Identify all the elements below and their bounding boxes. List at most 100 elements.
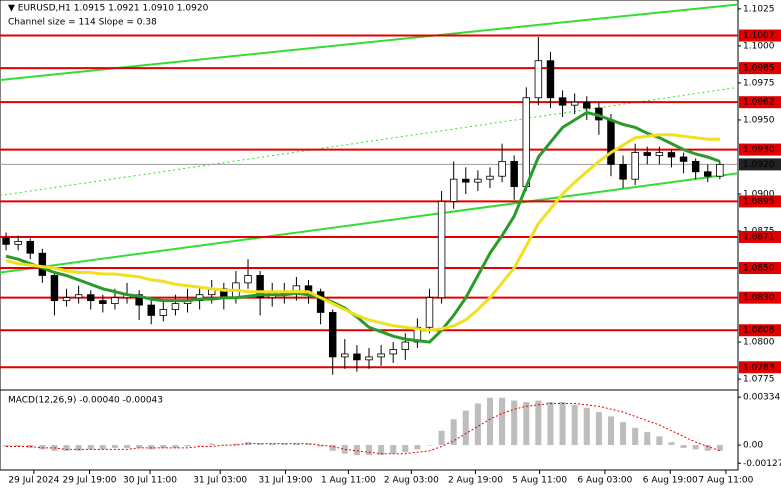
chart-subtitle: Channel size = 114 Slope = 0.38 — [8, 18, 157, 28]
candle-body — [99, 300, 107, 304]
level-label: 1.0962 — [743, 98, 775, 108]
x-tick-label: 6 Aug 03:00 — [577, 476, 632, 486]
macd-bar — [208, 443, 215, 446]
candle-body — [607, 119, 615, 165]
candle-body — [425, 297, 434, 328]
candle-body — [546, 60, 555, 99]
current-price-box — [739, 158, 781, 171]
candle-body — [716, 163, 724, 177]
macd-bar — [111, 445, 118, 448]
x-tick-label: 1 Aug 11:00 — [321, 476, 376, 486]
candle-body — [50, 275, 59, 302]
current-price-label: 1.0920 — [743, 160, 775, 170]
level-label: 1.0871 — [743, 232, 775, 242]
level-label-box — [739, 291, 781, 304]
macd-bar — [656, 436, 663, 446]
macd-bar — [499, 397, 506, 446]
macd-bar — [692, 445, 699, 450]
macd-bar — [547, 402, 554, 446]
candle-body — [704, 171, 712, 177]
x-tick-label: 6 Aug 19:00 — [643, 476, 698, 486]
candle-body — [14, 240, 22, 245]
level-label: 1.0808 — [743, 326, 775, 336]
candle-body — [583, 101, 591, 109]
candle-body — [87, 294, 95, 302]
level-label: 1.0850 — [743, 264, 775, 274]
candle-body — [643, 152, 651, 156]
macd-bar — [353, 445, 360, 456]
candle-body — [316, 291, 325, 313]
macd-bar — [232, 443, 239, 446]
candle-body — [679, 156, 688, 162]
macd-bar — [196, 445, 203, 446]
macd-bar — [390, 445, 397, 454]
macd-bar — [620, 422, 627, 446]
level-label: 1.0985 — [743, 64, 775, 74]
macd-bar — [523, 402, 530, 446]
macd-bar — [474, 403, 481, 446]
level-label: 1.0930 — [743, 145, 775, 155]
macd-bar — [607, 416, 614, 446]
candle-body — [2, 238, 10, 245]
candle-body — [328, 312, 337, 358]
candle-body — [62, 297, 71, 302]
candle-body — [159, 309, 168, 316]
x-tick-label: 2 Aug 03:00 — [384, 476, 439, 486]
candle-body — [462, 178, 470, 183]
macd-bar — [438, 430, 445, 446]
level-label-box — [739, 195, 781, 208]
macd-bar — [378, 445, 385, 456]
candle-body — [26, 240, 34, 254]
level-label-box — [739, 143, 781, 156]
y-tick-label: 1.0800 — [743, 338, 775, 348]
level-label-box — [739, 230, 781, 243]
macd-bar — [668, 442, 675, 446]
x-tick-label: 29 Jul 19:00 — [63, 476, 117, 486]
level-label-box — [739, 29, 781, 42]
candle-body — [74, 294, 83, 299]
macd-bar — [571, 404, 578, 446]
macd-tick-label: 0.00334 — [743, 393, 780, 403]
macd-tick-label: 0.00 — [743, 441, 763, 451]
plot-frame — [0, 0, 739, 471]
candle-body — [655, 152, 664, 156]
macd-bar — [402, 445, 409, 453]
candle-body — [147, 304, 155, 316]
candle-body — [389, 349, 397, 355]
macd-bar — [293, 443, 300, 446]
x-tick-label: 7 Aug 11:00 — [698, 476, 753, 486]
candle-body — [486, 175, 494, 180]
macd-bar — [535, 400, 542, 446]
macd-title: MACD(12,26,9) -0.00040 -0.00043 — [8, 396, 163, 406]
macd-bar — [462, 410, 469, 446]
candle-body — [691, 161, 700, 173]
macd-bar — [148, 445, 155, 450]
candle-body — [341, 353, 349, 358]
macd-bar — [63, 445, 70, 451]
candle-body — [365, 356, 373, 361]
macd-bar — [160, 445, 167, 448]
candle-body — [449, 178, 458, 202]
candle-body — [377, 353, 385, 358]
channel-lower — [0, 172, 739, 274]
macd-bar — [3, 445, 10, 447]
moving-average — [5, 110, 721, 344]
macd-bar — [716, 445, 723, 451]
macd-bar — [644, 432, 651, 446]
macd-bar — [426, 445, 433, 446]
x-tick-label: 2 Aug 19:00 — [448, 476, 503, 486]
candle-body — [498, 161, 506, 177]
macd-bar — [450, 419, 457, 446]
macd-bar — [680, 445, 687, 448]
y-tick-label: 1.0975 — [743, 78, 775, 88]
candle-body — [244, 275, 252, 284]
y-tick-label: 1.0775 — [743, 375, 775, 385]
candle-body — [631, 152, 639, 180]
x-tick-label: 31 Jul 03:00 — [193, 476, 247, 486]
level-label-box — [739, 324, 781, 337]
candle-body — [667, 152, 676, 158]
candle-body — [522, 97, 531, 187]
macd-tick-label: -0.00127 — [743, 459, 781, 469]
